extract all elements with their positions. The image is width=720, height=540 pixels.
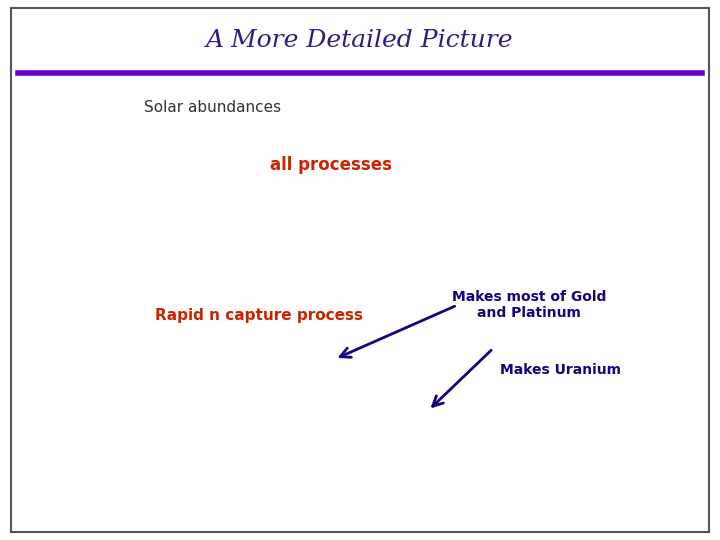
Text: Makes Uranium: Makes Uranium bbox=[500, 363, 621, 377]
Text: Solar abundances: Solar abundances bbox=[144, 100, 281, 116]
Text: Makes most of Gold
and Platinum: Makes most of Gold and Platinum bbox=[452, 290, 606, 320]
Text: Rapid n capture process: Rapid n capture process bbox=[156, 308, 363, 323]
Text: A More Detailed Picture: A More Detailed Picture bbox=[206, 29, 514, 52]
Text: all processes: all processes bbox=[270, 156, 392, 174]
